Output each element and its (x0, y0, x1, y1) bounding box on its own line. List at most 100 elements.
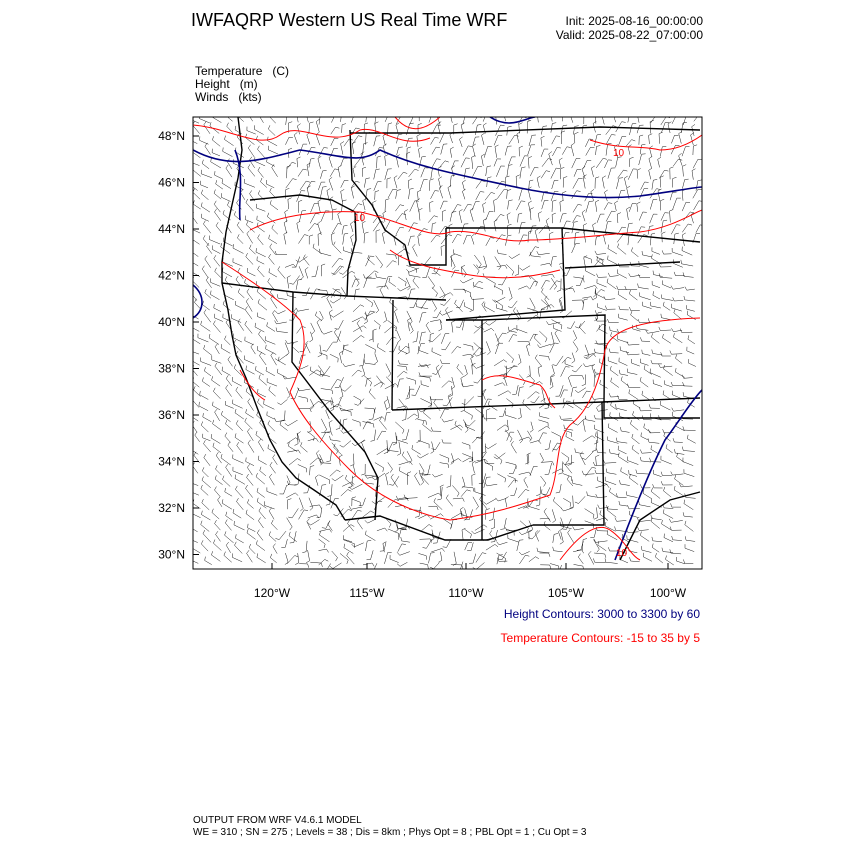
wind-barb (353, 395, 362, 405)
wind-barb (440, 234, 453, 245)
wind-barb (373, 320, 381, 330)
wind-barb (486, 341, 491, 355)
wind-barb (691, 124, 696, 136)
wind-barb (627, 383, 641, 388)
wind-barb (442, 397, 453, 407)
wind-barb (193, 188, 201, 200)
wind-barb (539, 308, 546, 320)
wind-barb (326, 451, 332, 462)
wind-barb (594, 368, 605, 375)
wind-barb (528, 556, 540, 562)
wind-barb (473, 352, 486, 357)
wind-barb (606, 506, 617, 518)
wind-barb (481, 132, 485, 145)
wind-barb (584, 520, 594, 528)
wind-barb (343, 246, 354, 255)
wind-barb (193, 165, 201, 177)
wind-barb (319, 528, 332, 533)
wind-barb (607, 255, 618, 265)
wind-barb (615, 156, 622, 168)
wind-barb (691, 168, 696, 180)
wind-barb (451, 253, 456, 267)
wind-barb (201, 159, 210, 169)
wind-barb (540, 388, 545, 402)
wind-barb (578, 553, 584, 564)
wind-barb (386, 177, 391, 189)
wind-barb (506, 125, 512, 136)
wind-barb (474, 524, 488, 531)
wind-barb (268, 125, 276, 136)
idaho-montana-border (349, 129, 447, 266)
wind-barb (245, 387, 254, 398)
wind-barb (194, 298, 201, 310)
wind-barb (232, 244, 244, 254)
wind-barb (655, 553, 664, 564)
wind-barb (384, 399, 388, 411)
wind-barb (670, 381, 685, 386)
wind-barb (652, 270, 663, 277)
wind-barb (594, 348, 605, 355)
wind-barb (430, 190, 439, 200)
wind-barb (653, 469, 662, 477)
wind-barb (246, 288, 253, 301)
wind-barb (662, 333, 672, 344)
wind-barb (649, 368, 661, 378)
wind-barb (409, 117, 414, 125)
wind-barb (645, 329, 660, 334)
wind-barb (627, 505, 640, 510)
wind-barb (439, 454, 450, 463)
wind-barb (310, 213, 320, 224)
wind-barb (651, 333, 660, 344)
wind-barb (193, 212, 198, 224)
wind-barb (450, 458, 462, 463)
wind-barb (331, 208, 337, 221)
wind-barb (582, 296, 594, 301)
wind-barb (616, 328, 627, 333)
wind-barb (550, 122, 557, 133)
wind-barb (473, 281, 484, 289)
wind-barb (449, 132, 454, 144)
wind-barb (330, 232, 335, 245)
wind-barb (339, 350, 344, 364)
wind-barb (327, 520, 333, 531)
wind-barb (257, 145, 265, 158)
wind-barb (682, 382, 693, 387)
wind-barb (536, 175, 541, 188)
wind-barb (620, 467, 629, 476)
wind-barb (604, 159, 613, 169)
wind-barb (365, 255, 375, 267)
wind-barb (439, 160, 449, 168)
wind-barb (447, 393, 452, 408)
wind-barb (537, 211, 542, 222)
wind-barb (333, 443, 342, 455)
wind-barb (559, 415, 572, 420)
wind-barb (286, 437, 299, 444)
wind-barb (592, 222, 597, 235)
wind-barb (270, 352, 277, 366)
wind-barb (374, 147, 384, 157)
wind-barb (203, 440, 211, 453)
wind-barb (528, 117, 530, 122)
wind-barb (235, 276, 242, 287)
wind-barb (418, 439, 430, 449)
wind-barb (193, 141, 198, 144)
wind-barb (537, 343, 551, 348)
wind-barb (564, 359, 574, 368)
wind-barb (388, 277, 396, 287)
wind-barb (198, 401, 209, 411)
wind-barb (471, 529, 485, 535)
wind-barb (606, 468, 617, 475)
wind-barb (258, 517, 264, 529)
wind-barb (330, 148, 338, 157)
wind-barb (213, 255, 220, 267)
wind-barb (340, 117, 342, 122)
wind-barb (287, 498, 292, 510)
wind-barb (343, 344, 353, 353)
wind-barb (318, 365, 325, 378)
wind-barb (232, 508, 242, 519)
wind-barb (272, 309, 278, 323)
wind-barb (473, 280, 483, 288)
wind-barb (405, 277, 411, 291)
wind-barb (409, 200, 419, 212)
wind-barb (618, 263, 630, 268)
